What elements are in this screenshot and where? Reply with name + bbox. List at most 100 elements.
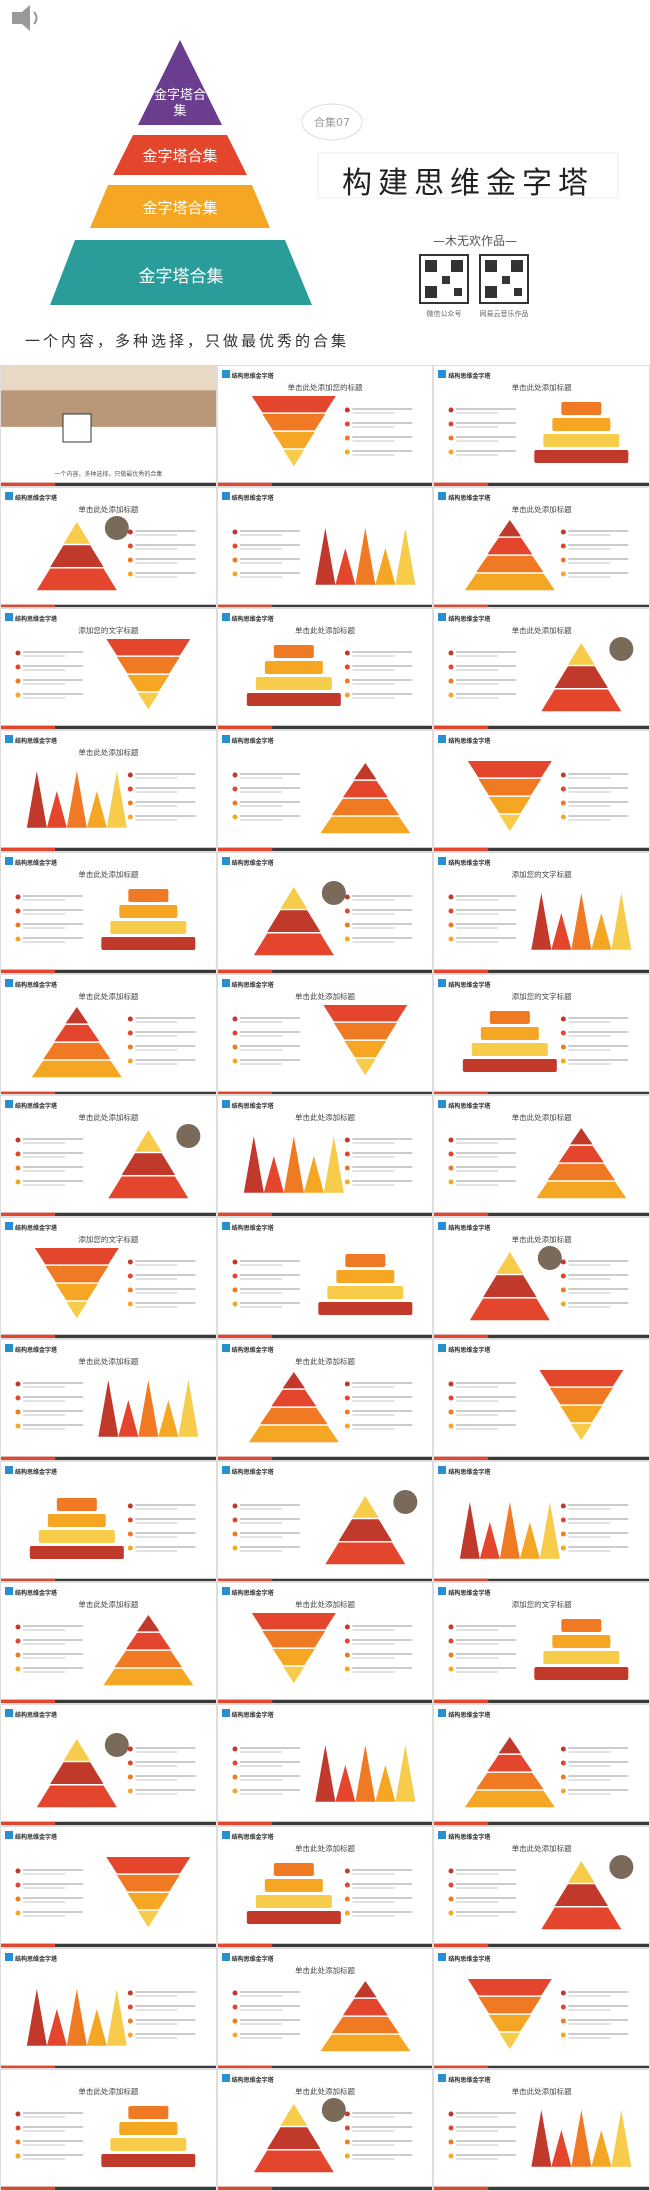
slide-art [1,978,216,1095]
text-placeholder [23,2112,83,2115]
bar-layer [29,1545,124,1559]
bullet [344,650,350,656]
bullet [448,1896,454,1902]
text-placeholder [135,571,196,574]
text-placeholder [23,1381,83,1384]
text-placeholder [23,940,65,943]
text-placeholder [239,1260,300,1263]
text-placeholder [456,2140,517,2143]
pyramid-layer [331,799,399,816]
pyramid-layer [468,1978,553,1995]
bar-layer [47,1513,106,1527]
text-placeholder [568,1034,611,1037]
text-placeholder [351,1653,412,1656]
brand-icon [221,856,230,865]
slide-footer-accent [217,1578,272,1582]
text-placeholder [239,2022,282,2025]
slide-brand: 结构思维金字塔 [448,1955,491,1963]
bullet [15,936,21,942]
text-placeholder [568,1789,629,1792]
text-placeholder [568,1058,629,1061]
bullet [448,2139,454,2145]
slide-title: 单击此处添加标题 [511,2087,572,2097]
bullet [344,2153,350,2159]
text-placeholder [23,1653,83,1656]
tagline: 一个内容，多种选择，只做最优秀的合集 [25,332,350,350]
text-placeholder [568,547,611,550]
bullet [15,922,21,928]
text-placeholder [23,908,83,911]
brand-icon [438,2074,447,2083]
bullet [448,1165,454,1171]
zigzag-layer [551,2130,572,2167]
brand-icon [438,978,447,987]
slide-art [434,2074,649,2190]
bullet [127,1746,133,1752]
bullet [15,1151,21,1157]
bullet [448,678,454,684]
text-placeholder [351,1170,394,1173]
title-frame [317,152,619,199]
pyramid-layer [499,2032,521,2049]
slide-footer-accent [217,969,272,973]
slide-thumbnail: 结构思维金字塔 [0,1704,217,1826]
bar-layer [255,1894,332,1908]
text-placeholder [351,1381,412,1384]
bullet [127,1517,133,1523]
pyramid-layer-3 [90,185,270,228]
slide-footer [217,1821,433,1825]
bar-layer [255,677,332,691]
pyramid-layer [63,1739,91,1761]
pyramid-label: 金字塔合集 [142,147,218,165]
slide-footer-accent [217,2186,272,2190]
slide-title: 添加您的文字标题 [511,991,572,1001]
text-placeholder [135,2032,196,2035]
slide-thumbnail: 结构思维金字塔 单击此处添加标题 [216,2069,434,2191]
text-placeholder [351,1385,394,1388]
pyramid-layer [251,396,336,413]
text-placeholder [23,936,83,939]
slide-art [434,1465,649,1582]
pyramid-layer [127,1892,170,1910]
zigzag-layer [591,2130,612,2167]
text-placeholder [351,1184,394,1187]
zigzag-layer [480,1521,501,1559]
text-placeholder [568,1535,611,1538]
pyramid-layer [36,1785,117,1808]
slide-brand: 结构思维金字塔 [448,373,491,380]
pyramid-layer [489,2014,532,2031]
bullet [561,800,567,806]
slide-footer-accent [434,1821,489,1825]
pyramid-layer [114,1651,183,1668]
pyramid-layer [319,2034,410,2051]
bar-layer [561,402,602,415]
brand-icon [221,2074,230,2083]
slide-footer [1,482,216,486]
bullet [127,1301,133,1307]
bar-layer [264,661,323,675]
bullet [127,1990,133,1996]
bullet [232,2004,238,2010]
bullet [15,1666,21,1672]
pyramid-layer [116,657,180,674]
text-placeholder [568,1292,611,1295]
slide-footer [1,847,216,851]
bullet [561,1760,567,1766]
bar-layer [56,1497,97,1511]
slide-title: 单击此处添加标题 [511,1843,572,1853]
bullet [127,772,133,778]
text-placeholder [456,1671,499,1674]
pyramid-layer [570,1128,593,1145]
slide-art [1,1830,216,1947]
brand-icon [5,1222,13,1231]
bullet [127,2018,133,2024]
bullet [344,435,350,441]
pyramid-layer [554,1884,609,1906]
pyramid-layer [559,1146,605,1163]
slide-title: 单击此处添加标题 [294,1843,355,1853]
bullet [561,1287,567,1293]
slide-thumbnail: 结构思维金字塔 [433,730,650,852]
pyramid-layer [465,1790,556,1808]
text-placeholder [568,1549,611,1552]
